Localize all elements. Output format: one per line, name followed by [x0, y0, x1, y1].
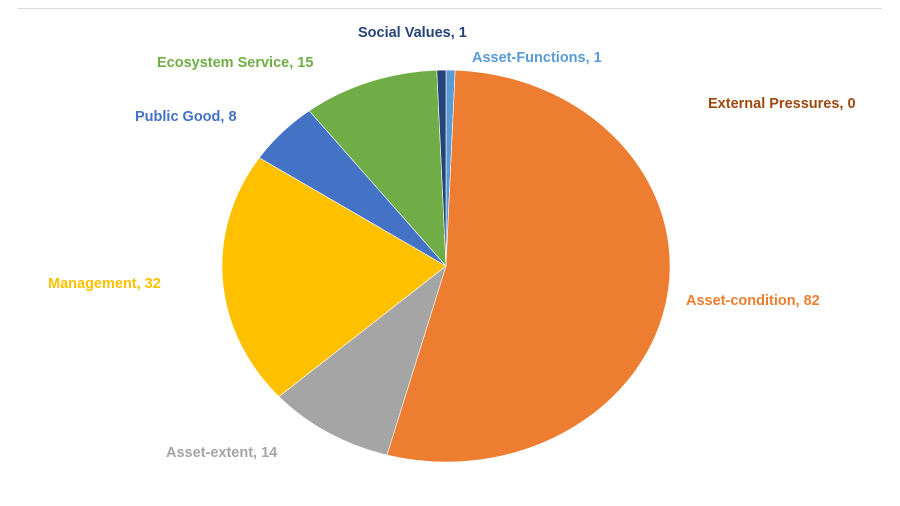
data-label-public-good: Public Good, 8 — [135, 109, 237, 125]
data-label-management: Management, 32 — [48, 276, 161, 292]
pie-slice-social-values — [436, 69, 447, 267]
data-label-external-pressures: External Pressures, 0 — [708, 96, 856, 112]
data-label-ecosystem-service: Ecosystem Service, 15 — [157, 55, 313, 71]
data-label-asset-extent: Asset-extent, 14 — [166, 445, 277, 461]
pie-slices — [221, 69, 671, 463]
data-label-asset-functions: Asset-Functions, 1 — [472, 50, 602, 66]
data-label-social-values: Social Values, 1 — [358, 25, 467, 41]
pie-slice-asset-extent — [278, 265, 447, 456]
data-label-asset-condition: Asset-condition, 82 — [686, 293, 820, 309]
chart-border-line — [18, 8, 882, 9]
data-labels: Asset-Functions, 1 Asset-condition, 82 Ass… — [48, 25, 856, 461]
pie-slice-ecosystem-service — [308, 69, 447, 267]
pie-slice-asset-condition — [386, 69, 671, 463]
pie-slice-management — [221, 157, 447, 397]
